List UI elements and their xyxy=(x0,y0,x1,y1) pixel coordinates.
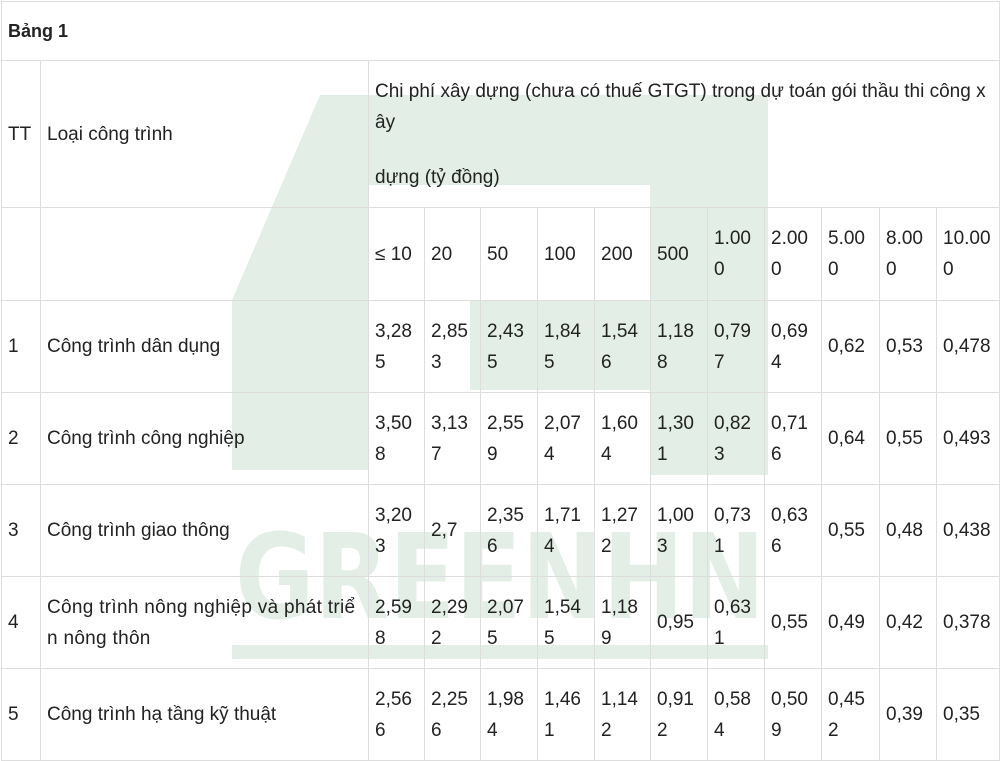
cell: 2,853 xyxy=(424,300,481,393)
row-name: Công trình hạ tầng kỹ thuật xyxy=(40,668,369,761)
cell: 0,55 xyxy=(821,484,880,577)
table-row: 1 Công trình dân dụng 3,285 2,853 2,435 … xyxy=(1,300,1000,393)
cell: 3,203 xyxy=(368,484,425,577)
table-row: 5 Công trình hạ tầng kỹ thuật 2,566 2,25… xyxy=(1,668,1000,761)
row-tt: 1 xyxy=(1,300,41,393)
header-row: TT Loại công trình Chi phí xây dựng (chư… xyxy=(1,60,1000,208)
header-cost-line1: Chi phí xây dựng (chưa có thuế GTGT) tro… xyxy=(375,80,986,133)
cell: 0,823 xyxy=(707,392,765,485)
cell: 0,716 xyxy=(764,392,822,485)
header-type: Loại công trình xyxy=(40,60,369,208)
col-head: 500 xyxy=(650,207,708,301)
cell: 0,48 xyxy=(879,484,937,577)
cell: 2,256 xyxy=(424,668,481,761)
cell: 0,95 xyxy=(650,576,708,669)
table-caption: Bảng 1 xyxy=(0,1,1000,61)
cell: 1,301 xyxy=(650,392,708,485)
cell: 1,272 xyxy=(594,484,651,577)
empty-cell xyxy=(40,207,369,301)
cell: 2,356 xyxy=(480,484,538,577)
cell: 1,604 xyxy=(594,392,651,485)
cell: 3,137 xyxy=(424,392,481,485)
col-head: 2.000 xyxy=(764,207,822,301)
cell: 0,636 xyxy=(764,484,822,577)
cell: 2,435 xyxy=(480,300,538,393)
cell: 0,49 xyxy=(821,576,880,669)
cell: 0,378 xyxy=(935,576,1000,669)
row-name: Công trình công nghiệp xyxy=(40,392,369,485)
cell: 3,285 xyxy=(368,300,425,393)
row-tt: 3 xyxy=(1,484,41,577)
col-head: 50 xyxy=(480,207,538,301)
cell: 0,694 xyxy=(764,300,822,393)
cell: 2,559 xyxy=(480,392,538,485)
cell: 2,074 xyxy=(537,392,595,485)
cell: 1,142 xyxy=(594,668,651,761)
col-head: 5.000 xyxy=(821,207,880,301)
cell: 1,461 xyxy=(537,668,595,761)
col-head: ≤ 10 xyxy=(368,207,425,301)
cell: 2,292 xyxy=(424,576,481,669)
cell: 1,546 xyxy=(594,300,651,393)
col-head: 20 xyxy=(424,207,481,301)
header-tt: TT xyxy=(1,60,41,208)
cell: 0,452 xyxy=(821,668,880,761)
table-row: 4 Công trình nông nghiệp và phát triển n… xyxy=(1,576,1000,669)
row-tt: 5 xyxy=(1,668,41,761)
header-cost: Chi phí xây dựng (chưa có thuế GTGT) tro… xyxy=(367,60,1000,208)
col-head: 8.000 xyxy=(879,207,937,301)
col-head: 100 xyxy=(537,207,595,301)
row-tt: 4 xyxy=(1,576,41,669)
table-row: 3 Công trình giao thông 3,203 2,7 2,356 … xyxy=(1,484,1000,577)
cell: 3,508 xyxy=(368,392,425,485)
cell: 0,797 xyxy=(707,300,765,393)
col-head: 200 xyxy=(594,207,651,301)
cell: 0,509 xyxy=(764,668,822,761)
col-head: 1.000 xyxy=(707,207,765,301)
cell: 0,55 xyxy=(879,392,937,485)
cell: 0,62 xyxy=(821,300,880,393)
cell: 0,584 xyxy=(707,668,765,761)
cell: 0,55 xyxy=(764,576,822,669)
header-cost-line2: dựng (tỷ đồng) xyxy=(375,166,500,188)
cell: 0,912 xyxy=(650,668,708,761)
cell: 2,7 xyxy=(424,484,481,577)
cell: 1,845 xyxy=(537,300,595,393)
table-row: 2 Công trình công nghiệp 3,508 3,137 2,5… xyxy=(1,392,1000,485)
cell: 0,39 xyxy=(879,668,937,761)
row-name: Công trình nông nghiệp và phát triển nôn… xyxy=(40,576,369,669)
cell: 0,478 xyxy=(935,300,1000,393)
cell: 1,714 xyxy=(537,484,595,577)
cell: 1,003 xyxy=(650,484,708,577)
cell: 0,35 xyxy=(935,668,1000,761)
cell: 0,631 xyxy=(707,576,765,669)
cell: 1,545 xyxy=(537,576,595,669)
cell: 0,731 xyxy=(707,484,765,577)
cell: 0,493 xyxy=(935,392,1000,485)
cell: 0,42 xyxy=(879,576,937,669)
cell: 0,53 xyxy=(879,300,937,393)
cell: 1,189 xyxy=(594,576,651,669)
cell: 2,598 xyxy=(368,576,425,669)
cell: 2,075 xyxy=(480,576,538,669)
column-values-row: ≤ 10 20 50 100 200 500 1.000 2.000 5.000… xyxy=(1,207,1000,301)
col-head: 10.000 xyxy=(935,207,1000,301)
row-tt: 2 xyxy=(1,392,41,485)
caption-row: Bảng 1 xyxy=(0,1,1000,61)
empty-cell xyxy=(1,207,41,301)
cell: 2,566 xyxy=(368,668,425,761)
cell: 1,984 xyxy=(480,668,538,761)
row-name: Công trình dân dụng xyxy=(40,300,369,393)
cell: 0,64 xyxy=(821,392,880,485)
cell: 1,188 xyxy=(650,300,708,393)
row-name: Công trình giao thông xyxy=(40,484,369,577)
cell: 0,438 xyxy=(935,484,1000,577)
